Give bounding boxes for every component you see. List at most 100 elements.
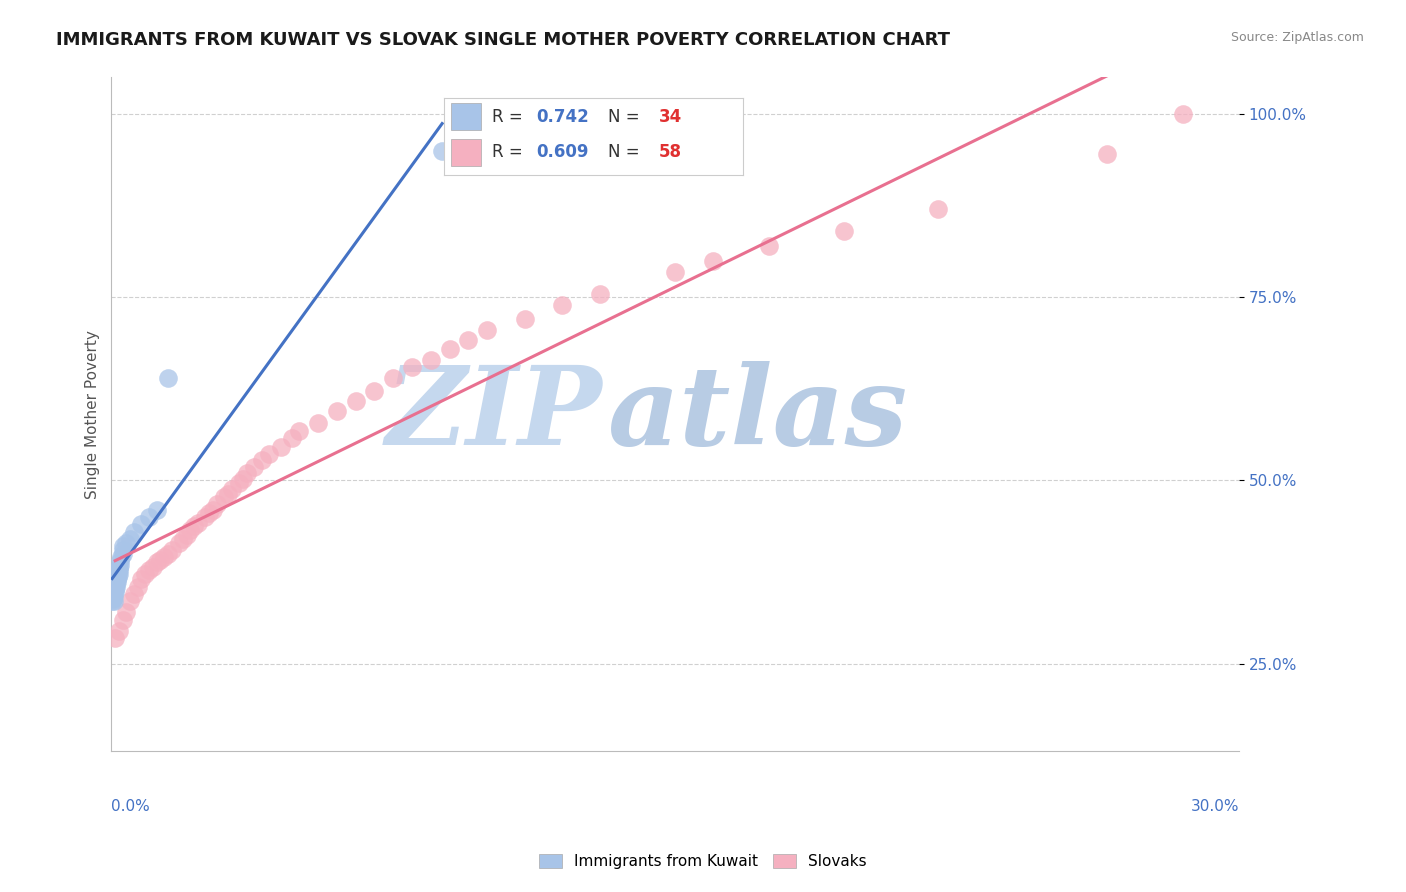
Legend: Immigrants from Kuwait, Slovaks: Immigrants from Kuwait, Slovaks xyxy=(533,848,873,875)
Point xyxy=(270,441,292,455)
Point xyxy=(228,476,250,491)
Point xyxy=(122,524,145,539)
Point xyxy=(326,404,349,418)
Point xyxy=(101,587,124,601)
Point xyxy=(104,576,127,591)
Point xyxy=(198,507,221,521)
Point xyxy=(477,323,499,337)
Point xyxy=(108,554,131,568)
Point xyxy=(419,352,441,367)
Point xyxy=(122,587,145,601)
Point xyxy=(104,584,127,599)
Point xyxy=(205,497,228,511)
Point xyxy=(108,561,131,575)
Point xyxy=(281,431,304,445)
Point xyxy=(288,424,311,438)
Point xyxy=(401,359,423,374)
Point xyxy=(134,567,156,582)
Point xyxy=(439,342,461,356)
Point xyxy=(187,516,209,530)
Point xyxy=(758,239,780,253)
Point xyxy=(115,535,138,549)
Point xyxy=(259,447,281,461)
Point xyxy=(232,472,254,486)
Point xyxy=(101,594,124,608)
Point xyxy=(111,613,134,627)
Point xyxy=(131,517,153,532)
Point xyxy=(138,510,160,524)
Point xyxy=(105,572,128,586)
Point xyxy=(103,593,125,607)
Point xyxy=(702,253,724,268)
Point xyxy=(551,297,574,311)
Point xyxy=(103,589,125,603)
Point xyxy=(1171,107,1194,121)
Point xyxy=(201,502,224,516)
Point xyxy=(138,563,160,577)
Point xyxy=(131,572,153,586)
Point xyxy=(111,539,134,553)
Point xyxy=(156,371,179,385)
Point xyxy=(107,565,129,579)
Point xyxy=(101,591,124,605)
Point xyxy=(664,264,686,278)
Text: ZIP: ZIP xyxy=(385,360,602,468)
Point xyxy=(217,486,239,500)
Point xyxy=(832,224,855,238)
Point xyxy=(149,552,172,566)
Point xyxy=(108,624,131,638)
Point xyxy=(235,466,257,480)
Point xyxy=(221,482,243,496)
Text: 30.0%: 30.0% xyxy=(1191,798,1239,814)
Point xyxy=(107,568,129,582)
Point xyxy=(457,333,479,347)
Point xyxy=(108,563,131,577)
Point xyxy=(194,510,217,524)
Point xyxy=(243,460,266,475)
Point xyxy=(104,577,127,591)
Point xyxy=(120,532,142,546)
Point xyxy=(115,605,138,619)
Point xyxy=(589,286,612,301)
Point xyxy=(1097,147,1119,161)
Text: 0.0%: 0.0% xyxy=(111,798,150,814)
Point xyxy=(108,558,131,572)
Point xyxy=(927,202,949,217)
Point xyxy=(103,583,125,598)
Point xyxy=(179,523,201,537)
Point xyxy=(382,371,405,385)
Point xyxy=(103,592,125,607)
Text: IMMIGRANTS FROM KUWAIT VS SLOVAK SINGLE MOTHER POVERTY CORRELATION CHART: IMMIGRANTS FROM KUWAIT VS SLOVAK SINGLE … xyxy=(56,31,950,49)
Point xyxy=(430,144,453,158)
Point xyxy=(120,594,142,608)
Y-axis label: Single Mother Poverty: Single Mother Poverty xyxy=(86,330,100,499)
Point xyxy=(105,580,128,594)
Point xyxy=(212,490,235,504)
Point xyxy=(160,543,183,558)
Point xyxy=(172,532,194,546)
Point xyxy=(153,549,176,564)
Point xyxy=(167,535,190,549)
Point xyxy=(363,384,385,398)
Point xyxy=(156,547,179,561)
Text: atlas: atlas xyxy=(607,360,908,468)
Point xyxy=(105,574,128,589)
Point xyxy=(110,550,132,565)
Point xyxy=(250,453,273,467)
Point xyxy=(107,570,129,584)
Point xyxy=(104,582,127,596)
Point xyxy=(513,312,536,326)
Point xyxy=(344,394,367,409)
Point xyxy=(145,502,167,516)
Point xyxy=(111,543,134,558)
Point xyxy=(176,528,198,542)
Text: Source: ZipAtlas.com: Source: ZipAtlas.com xyxy=(1230,31,1364,45)
Point xyxy=(145,556,167,570)
Point xyxy=(127,580,149,594)
Point xyxy=(104,631,127,645)
Point xyxy=(108,567,131,582)
Point xyxy=(307,416,329,430)
Point xyxy=(111,547,134,561)
Point xyxy=(142,559,165,574)
Point xyxy=(183,518,205,533)
